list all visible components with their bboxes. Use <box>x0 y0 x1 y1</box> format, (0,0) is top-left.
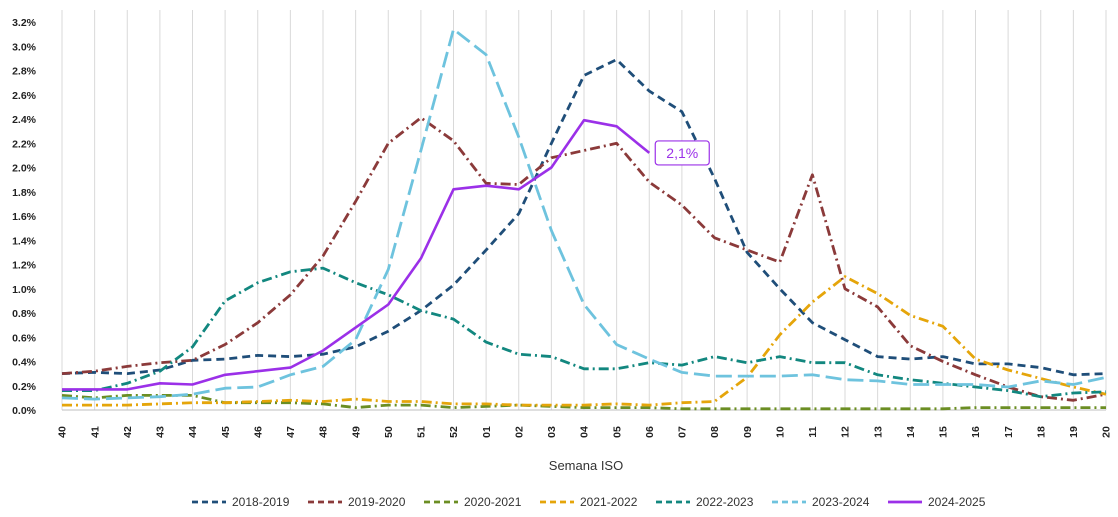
annotation-box <box>654 140 710 166</box>
x-tick-label: 08 <box>709 426 721 438</box>
y-tick-label: 0.4% <box>12 357 37 369</box>
legend-label: 2022-2023 <box>696 495 754 509</box>
series-lines <box>61 27 1107 411</box>
x-tick-label: 10 <box>774 426 786 438</box>
legend-label: 2020-2021 <box>464 495 522 509</box>
y-tick-label: 0.6% <box>12 332 37 344</box>
y-tick-label: 0.2% <box>12 381 37 393</box>
y-tick-label: 2.6% <box>12 90 37 102</box>
x-tick-label: 44 <box>187 426 199 438</box>
x-tick-label: 40 <box>57 426 69 438</box>
legend-label: 2024-2025 <box>928 495 986 509</box>
y-tick-label: 0.8% <box>12 308 37 320</box>
x-tick-label: 52 <box>448 426 460 438</box>
x-tick-label: 04 <box>579 426 591 438</box>
y-axis: 0.0% 0.2% 0.4% 0.6% 0.8% 1.0% 1.2% 1.4% 1.6% 1.8%… <box>12 17 37 417</box>
x-axis: 40 41 42 43 44 45 46 47 48 49 50 51 52 01 02 03 04 05 06 07… <box>57 426 1113 438</box>
x-tick-label: 41 <box>89 426 101 438</box>
y-tick-label: 2.2% <box>12 138 37 150</box>
series-line-2019-2020 <box>61 116 1107 402</box>
x-tick-label: 15 <box>938 426 950 438</box>
y-tick-label: 2.0% <box>12 163 37 175</box>
legend-item-2023-2024: 2023-2024 <box>772 495 870 509</box>
series-line-2018-2019 <box>61 58 1107 377</box>
y-tick-label: 1.8% <box>12 187 37 199</box>
y-tick-label: 3.0% <box>12 41 37 53</box>
x-tick-label: 03 <box>546 426 558 438</box>
legend-item-2021-2022: 2021-2022 <box>540 495 638 509</box>
x-tick-label: 19 <box>1068 426 1080 438</box>
x-tick-label: 47 <box>285 426 297 438</box>
x-tick-label: 16 <box>970 426 982 438</box>
x-tick-label: 13 <box>872 426 884 438</box>
annotation: 2,1% <box>654 140 710 166</box>
gridlines <box>61 10 1107 411</box>
y-tick-label: 1.4% <box>12 235 37 247</box>
series-line-2022-2023 <box>62 266 1107 399</box>
x-tick-label: 20 <box>1101 426 1113 438</box>
x-tick-label: 06 <box>644 426 656 438</box>
y-tick-label: 2.8% <box>12 66 37 78</box>
x-tick-label: 49 <box>350 426 362 438</box>
legend-label: 2023-2024 <box>812 495 870 509</box>
x-tick-label: 42 <box>122 426 134 438</box>
legend-label: 2018-2019 <box>232 495 290 509</box>
x-tick-label: 48 <box>318 426 330 438</box>
x-tick-label: 46 <box>252 426 264 438</box>
y-tick-label: 3.2% <box>12 17 37 29</box>
x-tick-label: 50 <box>383 426 395 438</box>
series-line-2021-2022 <box>62 275 1107 407</box>
x-tick-label: 09 <box>742 426 754 438</box>
y-tick-label: 1.2% <box>12 260 37 272</box>
x-tick-label: 45 <box>220 426 232 438</box>
y-tick-label: 1.0% <box>12 284 37 296</box>
x-tick-label: 43 <box>155 426 167 438</box>
annotation-label: 2,1% <box>666 145 698 161</box>
legend: 2018-2019 2019-2020 2020-2021 2021-2022 2022… <box>192 495 986 509</box>
x-tick-label: 02 <box>513 426 525 438</box>
x-axis-title: Semana ISO <box>549 458 623 473</box>
x-tick-label: 17 <box>1003 426 1015 438</box>
y-tick-label: 2.4% <box>12 114 37 126</box>
x-tick-label: 51 <box>416 426 428 438</box>
legend-label: 2019-2020 <box>348 495 406 509</box>
legend-label: 2021-2022 <box>580 495 638 509</box>
legend-item-2019-2020: 2019-2020 <box>308 495 406 509</box>
x-tick-label: 01 <box>481 426 493 438</box>
legend-item-2020-2021: 2020-2021 <box>424 495 522 509</box>
y-tick-label: 0.0% <box>12 405 37 417</box>
x-tick-label: 14 <box>905 426 917 438</box>
x-tick-label: 07 <box>677 426 689 438</box>
x-tick-label: 11 <box>807 426 819 437</box>
legend-item-2024-2025: 2024-2025 <box>888 495 986 509</box>
legend-item-2018-2019: 2018-2019 <box>192 495 290 509</box>
x-tick-label: 12 <box>840 426 852 438</box>
x-tick-label: 05 <box>611 426 623 438</box>
legend-item-2022-2023: 2022-2023 <box>656 495 754 509</box>
y-tick-label: 1.6% <box>12 211 37 223</box>
x-tick-label: 18 <box>1035 426 1047 438</box>
series-line-2024-2025 <box>62 118 651 391</box>
